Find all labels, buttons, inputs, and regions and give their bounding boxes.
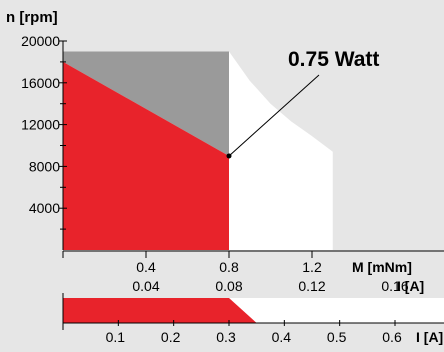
y-tick-label: 20000	[21, 33, 60, 49]
x-tick-label-current-top: 0.12	[298, 278, 325, 294]
annotation-leader-line	[228, 74, 320, 157]
label-layer: 4000 8000 12000 16000 20000 n [rpm] 0.4 0.8 1.2 M…	[6, 9, 443, 345]
y-tick-label: 8000	[29, 158, 60, 174]
x-axis-torque-label: M [mNm]	[352, 259, 412, 275]
x-tick-label-torque: 0.8	[219, 259, 239, 275]
continuous-region	[63, 61, 229, 251]
plot-layer	[63, 51, 444, 323]
x-tick-label-current-bottom: 0.1	[106, 329, 126, 345]
x-tick-label-torque: 0.4	[136, 259, 156, 275]
current-bar-continuous	[63, 298, 257, 323]
x-tick-label-current-top: 0.08	[215, 278, 242, 294]
x-tick-label-current-top: 0.04	[132, 278, 159, 294]
power-limit-region	[229, 51, 333, 251]
y-tick-label: 4000	[29, 200, 60, 216]
x-axis-current-bottom-label: I [A]	[416, 329, 443, 345]
x-tick-label-current-bottom: 0.4	[272, 329, 292, 345]
x-tick-label-current-bottom: 0.6	[382, 329, 402, 345]
y-tick-label: 16000	[21, 75, 60, 91]
axis-layer	[59, 40, 444, 330]
annotation-point	[226, 153, 232, 159]
annotation-label: 0.75 Watt	[288, 48, 379, 71]
x-tick-label-current-bottom: 0.3	[216, 329, 236, 345]
intermittent-region	[63, 51, 229, 156]
x-tick-label-torque: 1.2	[302, 259, 322, 275]
x-tick-label-current-top: 0.16	[381, 278, 408, 294]
x-tick-label-current-bottom: 0.5	[327, 329, 347, 345]
x-tick-label-current-bottom: 0.2	[161, 329, 181, 345]
x-axis-current-top-label: I [A]	[397, 278, 424, 294]
y-axis-label: n [rpm]	[6, 9, 58, 26]
y-tick-label: 12000	[21, 117, 60, 133]
